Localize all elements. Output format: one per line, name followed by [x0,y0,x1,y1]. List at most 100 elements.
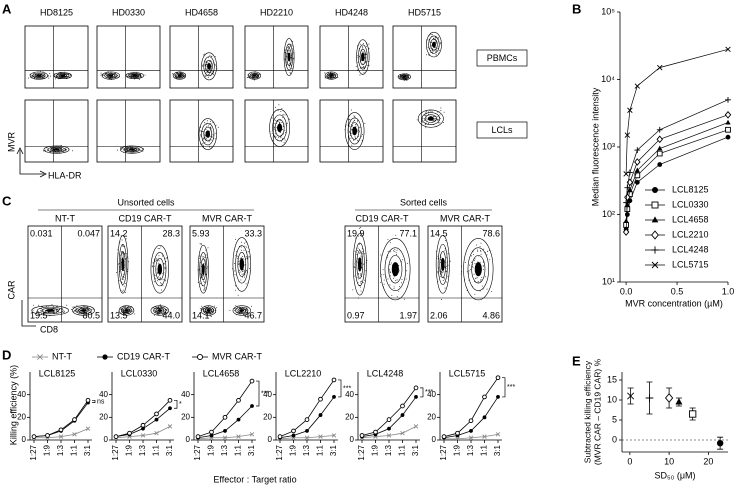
flow-dot [123,289,125,291]
flow-dot [440,42,441,44]
flow-dot [353,115,355,117]
x-tick-label: 1:1 [316,444,325,456]
flow-dot [398,75,400,77]
flow-dot [281,129,283,130]
flow-dot [241,241,243,243]
flow-contour [435,235,450,294]
flow-dot [43,150,44,152]
x-tick-label: 1:1 [234,444,243,456]
group-label: Sorted cells [400,197,448,207]
flow-dot [468,270,470,272]
flow-dot [389,275,391,277]
flow-dot [426,117,427,119]
flow-dot [206,139,208,141]
flow-dot [121,149,123,150]
flow-dot [440,258,442,260]
flow-dot [399,286,401,288]
flow-dot [442,271,444,273]
marker [496,395,500,399]
legend-marker [651,216,659,223]
flow-dot [73,310,75,312]
flow-dot [46,306,48,308]
flow-dot [393,250,395,252]
plot-title: MVR CAR-T [440,213,490,223]
flow-contour [36,74,42,77]
flow-dot [57,74,59,76]
marker [656,126,663,133]
quadrant-value: 14.2 [110,228,128,238]
flow-dot [86,310,87,312]
flow-contour [101,71,120,80]
flow-dot [271,132,273,134]
flow-dot [275,136,277,138]
marker [455,436,460,442]
flow-contour [277,123,283,133]
flow-dot [235,285,236,287]
flow-contour [358,257,362,272]
flow-dot [482,261,484,263]
flow-dot [38,304,40,306]
flow-dot [394,249,396,251]
flow-dot [487,250,488,252]
marker [624,184,631,191]
quadrant-value: 0.97 [347,310,365,320]
flow-dot [480,279,482,280]
marker [622,228,630,236]
y-tick-label: 0 [22,435,27,444]
x-tick-label: 1:9 [371,444,380,456]
y-tick-label: 20 [427,412,436,421]
flow-dot [278,104,280,106]
flow-dot [199,308,201,310]
marker [414,395,418,399]
flow-dot [429,41,431,43]
x-tick-label: 1:27 [275,444,284,460]
flow-dot [355,137,356,139]
flow-dot [205,123,207,125]
flow-dot [160,283,162,285]
significance-label: ns [97,398,105,405]
flow-dot [480,250,481,251]
flow-dot [247,77,249,79]
flow-dot [206,312,207,314]
flow-dot [393,288,395,290]
marker [624,193,631,202]
flow-dot [237,255,239,257]
flow-dot [236,251,237,253]
flow-dot [282,138,284,140]
flow-dot [159,274,161,276]
flow-dot [289,118,291,120]
marker [141,426,145,431]
series-line [197,380,253,437]
y-tick-label: 40 [17,390,26,399]
flow-dot [362,282,364,284]
marker [304,417,310,422]
flow-dot [351,144,353,146]
x-tick-label: 1:27 [193,444,202,460]
flow-dot [76,309,78,311]
series-line [625,136,729,230]
flow-contour [430,38,438,51]
flow-dot [245,270,247,272]
flow-dot [441,271,443,273]
flow-dot [199,255,201,257]
flow-dot [238,260,240,262]
flow-dot [398,270,400,272]
flow-dot [280,111,282,112]
marker [331,377,337,383]
y-tick-label: 40 [263,390,272,399]
marker [236,434,241,439]
flow-contour [60,74,66,77]
flow-dot [286,64,288,66]
flow-contour [132,74,138,77]
flow-dot [359,74,361,76]
flow-contour [235,306,249,315]
flow-contour [207,62,212,70]
axis-arrow [21,300,36,327]
x-tick-label: 1:27 [439,444,448,460]
flow-dot [251,305,252,307]
flow-contour [205,130,211,138]
flow-dot [41,74,42,76]
marker [725,126,731,133]
flow-contour [274,119,285,137]
flow-dot [151,266,153,268]
